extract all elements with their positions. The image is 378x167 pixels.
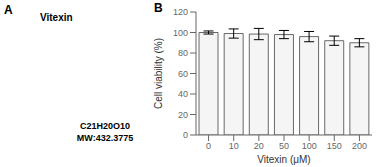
svg-text:Cell viability (%): Cell viability (%) [153, 38, 164, 109]
svg-text:0: 0 [183, 130, 188, 140]
svg-text:120: 120 [173, 7, 188, 17]
svg-text:100: 100 [173, 28, 188, 38]
svg-text:150: 150 [327, 141, 342, 151]
svg-text:50: 50 [279, 141, 289, 151]
html-text:B: B [154, 1, 163, 15]
svg-text:40: 40 [178, 89, 188, 99]
svg-text:10: 10 [229, 141, 239, 151]
svg-text:20: 20 [254, 141, 264, 151]
html-text:A: A [4, 3, 13, 17]
svg-text:20: 20 [178, 110, 188, 120]
svg-text:80: 80 [178, 48, 188, 58]
svg-text:60: 60 [178, 69, 188, 79]
svg-text:100: 100 [302, 141, 317, 151]
svg-text:200: 200 [352, 141, 367, 151]
svg-text:0: 0 [206, 141, 211, 151]
html-text:Vitexin: Vitexin [40, 12, 73, 23]
svg-text:Vitexin (μM): Vitexin (μM) [257, 154, 310, 165]
html-text:C21H20O10: C21H20O10 [80, 121, 130, 131]
html-text:MW:432.3775: MW:432.3775 [76, 133, 134, 143]
